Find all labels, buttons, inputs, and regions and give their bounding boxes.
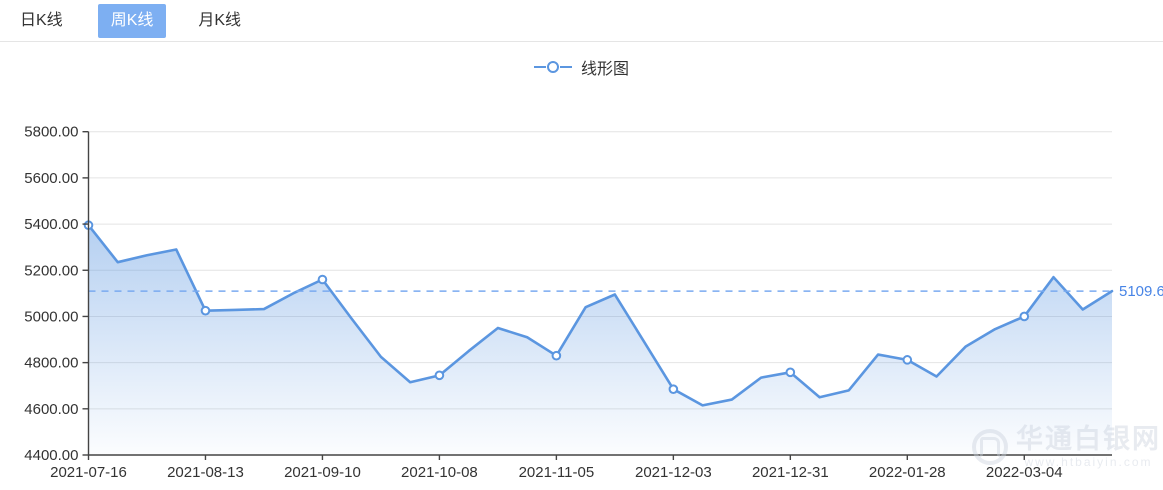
line-chart-svg: 5800.00 5600.00 5400.00 5200.00 5000.00 4800.…: [24, 124, 1163, 481]
series-line: [87, 223, 1114, 407]
series-area: [88, 225, 1112, 455]
line-chart-canvas[interactable]: 5800.00 5600.00 5400.00 5200.00 5000.00 4800.…: [0, 92, 1163, 490]
x-axis-label: 2021-10-08: [401, 464, 478, 481]
y-axis-label: 5800.00: [24, 124, 78, 141]
reference-line-label: 5109.6: [1119, 283, 1163, 300]
legend-line-icon: [533, 66, 546, 68]
x-axis-label: 2021-09-10: [284, 464, 361, 481]
x-axis-label: 2021-08-13: [167, 464, 244, 481]
y-axis-label: 5600.00: [24, 170, 78, 187]
y-axis-label: 5000.00: [24, 308, 78, 325]
chart-legend: 线形图: [0, 42, 1163, 92]
x-axis-label: 2022-01-28: [869, 464, 946, 481]
y-axis-label: 4400.00: [24, 447, 78, 464]
y-axis-label: 4600.00: [24, 401, 78, 418]
y-axis-label: 5400.00: [24, 216, 78, 233]
data-point-marker[interactable]: [200, 305, 211, 316]
kline-period-tabs: 日K线 周K线 月K线: [0, 0, 1163, 42]
data-point-marker[interactable]: [1019, 311, 1030, 322]
y-axis-label: 4800.00: [24, 355, 78, 372]
data-point-marker[interactable]: [785, 367, 796, 378]
data-point-marker[interactable]: [902, 355, 913, 365]
data-point-marker[interactable]: [434, 370, 445, 381]
legend-label: 线形图: [580, 61, 629, 78]
x-axis-label: 2021-11-05: [519, 464, 595, 481]
legend-marker-icon: [546, 61, 559, 73]
data-point-marker[interactable]: [317, 274, 328, 285]
tab-monthly-kline[interactable]: 月K线: [198, 11, 242, 29]
x-axis-label: 2021-12-31: [752, 464, 829, 481]
x-axis-label: 2021-12-03: [635, 464, 712, 481]
x-axis-label: 2022-03-04: [986, 464, 1063, 481]
y-axis-label: 5200.00: [24, 262, 78, 279]
legend-line-icon: [559, 66, 572, 68]
tab-daily-kline[interactable]: 日K线: [20, 11, 63, 29]
tab-weekly-kline[interactable]: 周K线: [97, 3, 167, 38]
x-axis-label: 2021-07-16: [50, 464, 127, 481]
data-point-marker[interactable]: [668, 384, 679, 394]
legend-item-line-series[interactable]: 线形图: [533, 55, 629, 79]
data-point-marker[interactable]: [551, 350, 562, 361]
